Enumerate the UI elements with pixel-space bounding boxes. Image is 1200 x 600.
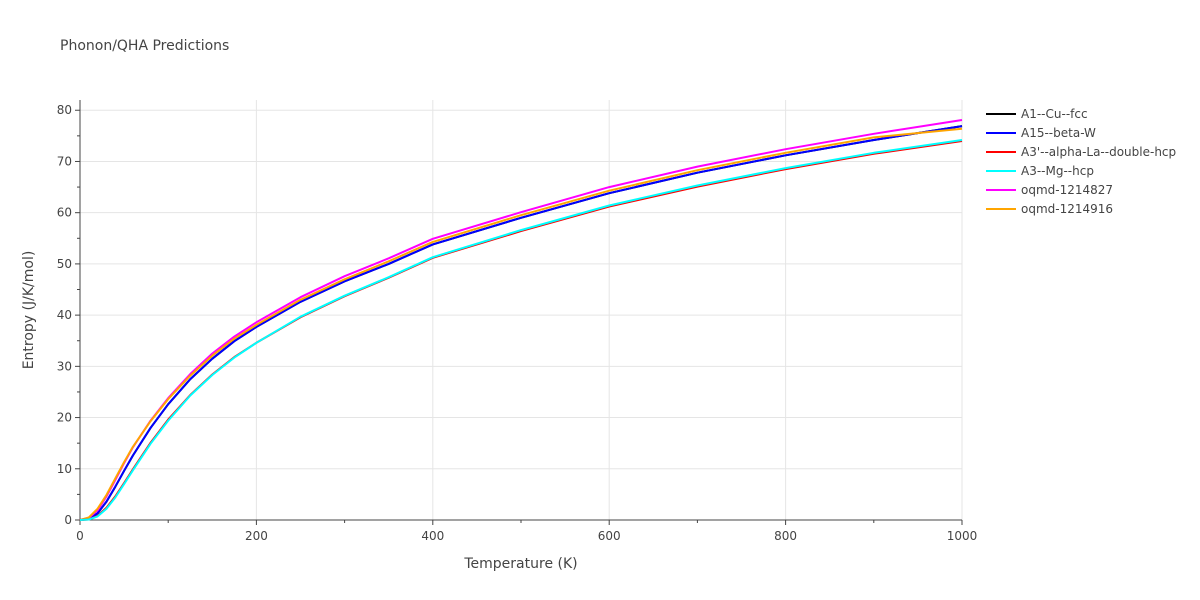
y-tick-label: 30 [57,359,72,373]
x-tick-label: 800 [774,529,797,543]
y-tick-label: 40 [57,308,72,322]
series-line-A15--beta-W [79,125,963,521]
y-axis-title: Entropy (J/K/mol) [21,251,37,370]
x-axis-title: Temperature (K) [463,556,577,572]
x-tick-label: 0 [76,529,84,543]
series-line-oqmd-1214916 [79,127,963,521]
legend: A1--Cu--fcc A15--beta-W A3'--alpha-La--dou… [986,107,1176,216]
series-line-oqmd-1214827 [79,119,963,521]
y-tick-labels: 0 10 20 30 40 50 60 70 80 [57,103,72,527]
x-tick-label: 600 [598,529,621,543]
legend-label: A3--Mg--hcp [1021,164,1094,178]
legend-label: A3'--alpha-La--double-hcp [1021,145,1176,159]
y-tick-label: 60 [57,206,72,220]
y-tick-label: 50 [57,257,72,271]
legend-label: A1--Cu--fcc [1021,107,1088,121]
grid [80,100,963,520]
legend-label: oqmd-1214827 [1021,183,1113,197]
legend-label: oqmd-1214916 [1021,202,1113,216]
x-tick-label: 400 [421,529,444,543]
series-line-A3'--alpha-La--double-hcp [79,140,963,521]
x-tick-label: 200 [245,529,268,543]
y-tick-label: 20 [57,411,72,425]
series-line-A3--Mg--hcp [79,139,963,521]
legend-label: A15--beta-W [1021,126,1096,140]
x-tick-labels: 0 200 400 600 800 1000 [76,529,977,543]
x-tick-label: 1000 [947,529,978,543]
y-tick-label: 10 [57,462,72,476]
series-line-A1--Cu--fcc [79,125,963,521]
y-tick-label: 70 [57,154,72,168]
axes [75,100,963,525]
chart-title: Phonon/QHA Predictions [60,38,229,54]
series-lines [79,119,963,521]
y-tick-label: 0 [64,513,72,527]
y-tick-label: 80 [57,103,72,117]
